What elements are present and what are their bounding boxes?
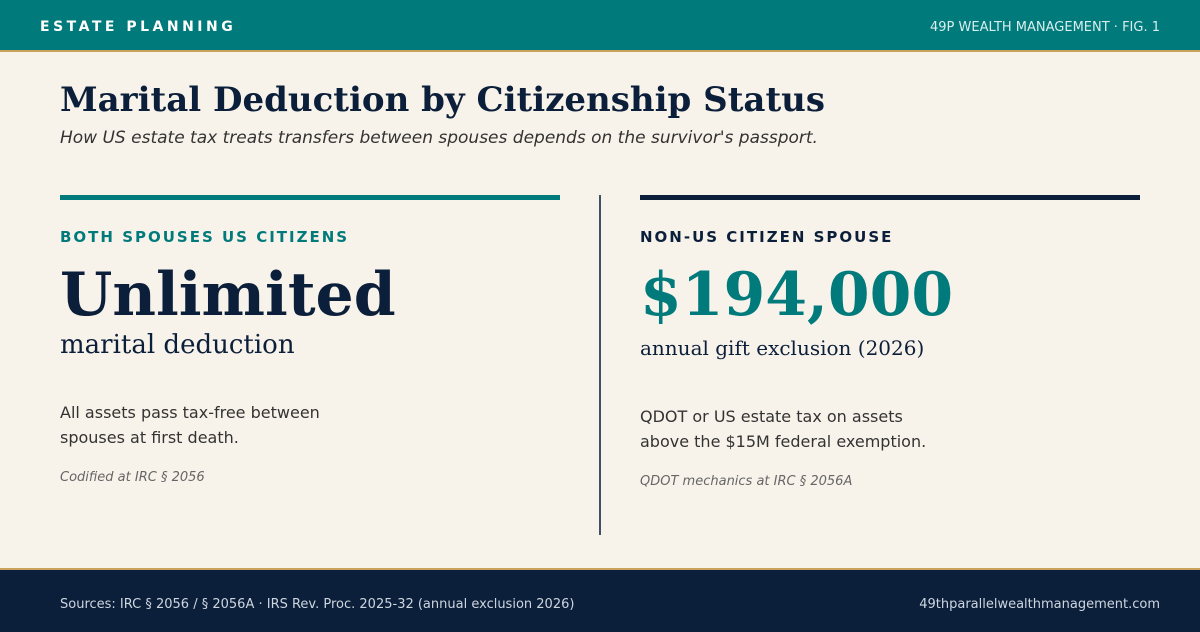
accent-bar xyxy=(60,195,560,200)
title: Marital Deduction by Citizenship Status xyxy=(60,80,826,120)
body-line: All assets pass tax-free between xyxy=(60,403,320,422)
site-url: 49thparallelwealthmanagement.com xyxy=(919,597,1160,612)
brand: 49P WEALTH MANAGEMENT · FIG. 1 xyxy=(930,20,1160,35)
panel-label: BOTH SPOUSES US CITIZENS xyxy=(60,228,350,246)
body: All assets pass tax-free between spouses … xyxy=(60,400,560,450)
panel: BOTH SPOUSES US CITIZENS Unlimited marit… xyxy=(60,195,560,485)
subtitle: How US estate tax treats transfers betwe… xyxy=(60,128,818,148)
header-bar: ESTATE PLANNING 49P WEALTH MANAGEMENT · … xyxy=(0,0,1200,52)
body: QDOT or US estate tax on assets above the… xyxy=(640,404,1140,454)
note: Codified at IRC § 2056 xyxy=(60,470,205,485)
body-line: above the $15M federal exemption. xyxy=(640,432,927,451)
headline: Unlimited xyxy=(60,260,396,330)
section-label: ESTATE PLANNING xyxy=(40,19,237,35)
note: QDOT mechanics at IRC § 2056A xyxy=(640,474,853,489)
caption: marital deduction xyxy=(60,330,295,360)
body-line: spouses at first death. xyxy=(60,428,239,447)
headline: $194,000 xyxy=(640,260,954,330)
body-line: QDOT or US estate tax on assets xyxy=(640,407,903,426)
caption: annual gift exclusion (2026) xyxy=(640,336,925,360)
panel: NON-US CITIZEN SPOUSE $194,000 annual gi… xyxy=(640,195,1140,489)
footer: Sources: IRC § 2056 / § 2056A · IRS Rev.… xyxy=(0,568,1200,632)
divider xyxy=(599,195,601,535)
accent-bar xyxy=(640,195,1140,200)
sources: Sources: IRC § 2056 / § 2056A · IRS Rev.… xyxy=(60,597,575,612)
panel-label: NON-US CITIZEN SPOUSE xyxy=(640,228,894,246)
